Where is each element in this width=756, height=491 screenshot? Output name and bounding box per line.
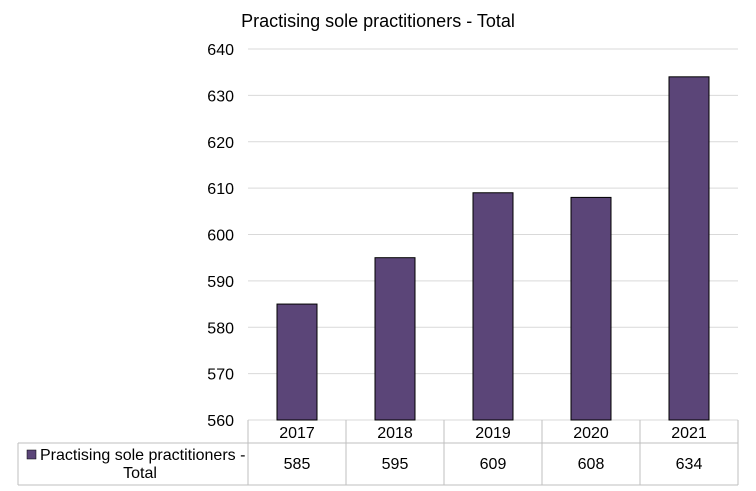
table-value-2021: 634 [676, 456, 703, 473]
legend-label-line1: Practising sole practitioners - [40, 447, 245, 464]
x-category-label: 2019 [475, 425, 511, 442]
y-tick-label: 600 [207, 228, 234, 245]
y-tick-label: 610 [207, 181, 234, 198]
x-category-label: 2018 [377, 425, 413, 442]
table-value-2017: 585 [284, 456, 311, 473]
y-tick-label: 590 [207, 274, 234, 291]
y-tick-label: 630 [207, 88, 234, 105]
x-category-label: 2021 [671, 425, 707, 442]
y-tick-label: 580 [207, 320, 234, 337]
bar-2021 [668, 76, 710, 421]
x-category-label: 2020 [573, 425, 609, 442]
y-axis-ticks: 560 570 580 590 600 610 620 630 640 [207, 42, 234, 430]
bar-2019 [472, 192, 514, 421]
table-value-2020: 608 [578, 456, 605, 473]
bar-2017 [276, 303, 318, 421]
y-tick-label: 570 [207, 367, 234, 384]
table-value-2018: 595 [382, 456, 409, 473]
bars [276, 76, 710, 421]
legend-swatch [26, 449, 37, 460]
bar-2018 [374, 257, 416, 421]
bar-2020 [570, 196, 612, 421]
x-category-label: 2017 [279, 425, 315, 442]
data-table: Practising sole practitioners - Total 20… [17, 420, 739, 486]
table-value-2019: 609 [480, 456, 507, 473]
y-tick-label: 620 [207, 135, 234, 152]
chart-title: Practising sole practitioners - Total [241, 11, 515, 31]
y-tick-label: 560 [207, 413, 234, 430]
legend-label-line2: Total [123, 465, 157, 482]
y-tick-label: 640 [207, 42, 234, 59]
